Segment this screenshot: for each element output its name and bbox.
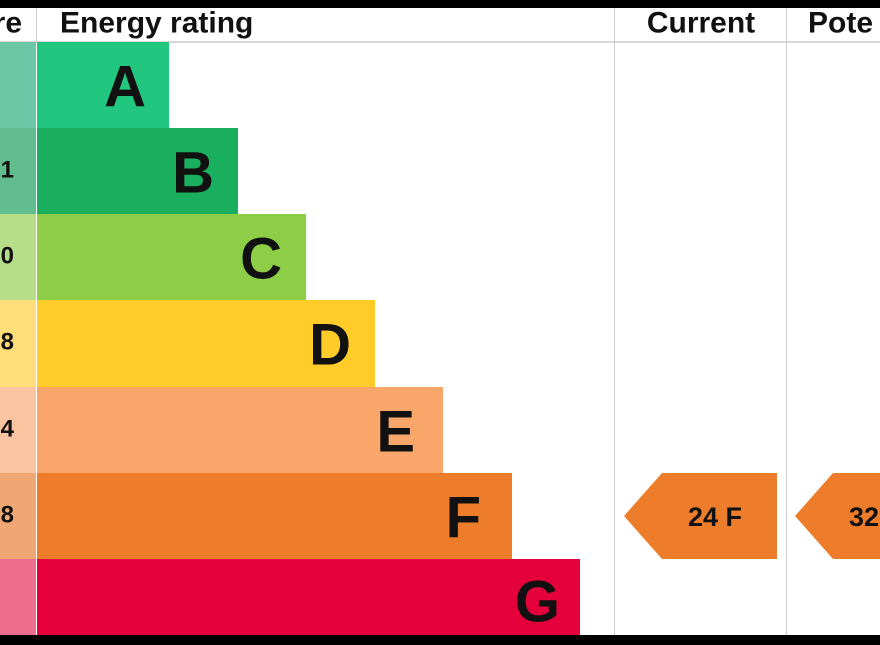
score-cell (0, 387, 36, 473)
score-cell (0, 559, 36, 635)
score-cell (0, 42, 36, 128)
band-letter: G (515, 570, 560, 635)
band-bar (37, 42, 169, 128)
score-cell (0, 300, 36, 387)
current-rating: 24 F (688, 502, 742, 532)
band-bar (37, 214, 306, 300)
current-arrow (624, 473, 777, 559)
band-bar (37, 387, 443, 473)
score-range: 1 (1, 157, 14, 184)
score-cell (0, 128, 36, 214)
current-header: Current (647, 7, 755, 40)
potential-arrow (795, 473, 880, 559)
score-cell (0, 473, 36, 559)
band-letter: F (446, 486, 481, 551)
score-range: 8 (1, 502, 14, 529)
band-letter: D (309, 313, 351, 378)
score-range: 4 (1, 416, 15, 443)
potential-rating: 32 (849, 502, 879, 532)
rating-header: Energy rating (60, 7, 253, 40)
score-cell (0, 214, 36, 300)
band-bar (37, 559, 580, 635)
score-header: re (0, 7, 22, 40)
band-letter: A (104, 55, 146, 120)
band-bar (37, 300, 375, 387)
band-letter: B (172, 141, 214, 206)
band-bar (37, 473, 512, 559)
score-range: 0 (1, 243, 14, 270)
potential-header: Pote (808, 7, 873, 40)
band-bar (37, 128, 238, 214)
band-letter: E (376, 400, 415, 465)
score-range: 8 (1, 329, 14, 356)
band-letter: C (240, 227, 282, 292)
